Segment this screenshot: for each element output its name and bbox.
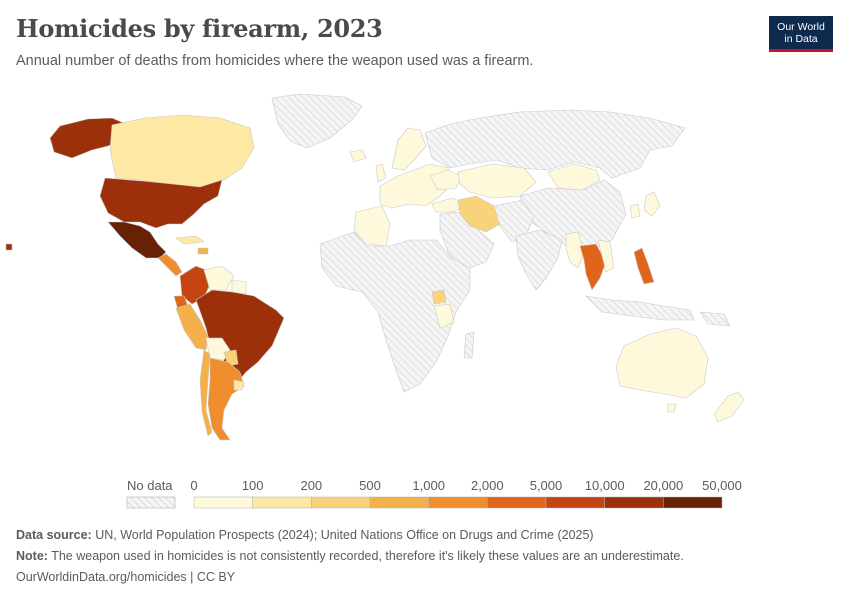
- hawaii[interactable]: [5, 243, 13, 251]
- legend-threshold-label: 5,000: [530, 478, 563, 493]
- kenya[interactable]: [431, 289, 447, 305]
- philippines[interactable]: [633, 247, 655, 285]
- legend-bins: [193, 496, 723, 509]
- mexico[interactable]: [107, 221, 167, 259]
- legend-bin[interactable]: [545, 496, 605, 509]
- uruguay[interactable]: [233, 379, 245, 391]
- indonesia[interactable]: [585, 295, 695, 321]
- brazil[interactable]: [195, 289, 285, 385]
- legend-threshold-label: 1,000: [412, 478, 445, 493]
- myanmar[interactable]: [565, 231, 585, 269]
- source-label: Data source:: [16, 528, 92, 542]
- note-text: The weapon used in homicides is not cons…: [47, 549, 684, 563]
- caribbean[interactable]: [197, 247, 209, 255]
- legend-threshold-label: 2,000: [471, 478, 504, 493]
- greenland[interactable]: [271, 93, 363, 149]
- map-legend: No data 0 100 200 500 1,000 2,000 5,000 10,000 2…: [126, 478, 742, 509]
- note-label: Note:: [16, 549, 48, 563]
- kazakhstan[interactable]: [457, 163, 537, 199]
- legend-bin[interactable]: [369, 496, 429, 509]
- chart-title: Homicides by firearm, 2023: [16, 14, 383, 43]
- united-states[interactable]: [99, 177, 223, 229]
- china[interactable]: [519, 179, 627, 253]
- logo-line-1: Our World: [777, 20, 825, 33]
- footer-note: Note: The weapon used in homicides is no…: [16, 549, 684, 563]
- cuba[interactable]: [175, 235, 205, 245]
- vietnam-laos[interactable]: [597, 239, 615, 273]
- chile[interactable]: [199, 349, 213, 437]
- logo-line-2: in Data: [784, 32, 818, 45]
- argentina[interactable]: [207, 357, 245, 441]
- guianas[interactable]: [231, 279, 247, 295]
- legend-threshold-label: 0: [190, 478, 197, 493]
- legend-no-data-label: No data: [127, 478, 173, 493]
- alaska[interactable]: [49, 117, 127, 159]
- legend-bin[interactable]: [428, 496, 488, 509]
- india[interactable]: [515, 229, 563, 291]
- korea[interactable]: [629, 203, 641, 219]
- mongolia[interactable]: [547, 163, 601, 191]
- legend-threshold-label: 50,000: [702, 478, 742, 493]
- legend-bin[interactable]: [604, 496, 664, 509]
- ukraine[interactable]: [429, 169, 463, 191]
- legend-bin[interactable]: [487, 496, 547, 509]
- new-zealand[interactable]: [713, 391, 745, 423]
- legend-threshold-label: 500: [359, 478, 381, 493]
- venezuela[interactable]: [203, 265, 235, 291]
- legend-threshold-label: 200: [300, 478, 322, 493]
- tanzania[interactable]: [433, 303, 455, 329]
- iran[interactable]: [457, 195, 501, 233]
- legend-threshold-label: 10,000: [585, 478, 625, 493]
- united-kingdom[interactable]: [375, 163, 387, 183]
- tasmania[interactable]: [667, 403, 677, 413]
- canada[interactable]: [109, 114, 255, 188]
- footer-credit[interactable]: OurWorldinData.org/homicides | CC BY: [16, 570, 236, 584]
- world-map: [5, 93, 745, 441]
- madagascar[interactable]: [463, 331, 475, 359]
- japan[interactable]: [643, 191, 661, 217]
- iceland[interactable]: [349, 149, 367, 163]
- legend-threshold-label: 20,000: [643, 478, 683, 493]
- legend-bin[interactable]: [252, 496, 312, 509]
- scandinavia[interactable]: [391, 127, 427, 171]
- central-america[interactable]: [157, 253, 183, 277]
- legend-bin[interactable]: [193, 496, 253, 509]
- papua-new-guinea[interactable]: [699, 311, 731, 327]
- legend-bin[interactable]: [311, 496, 371, 509]
- chart-subtitle: Annual number of deaths from homicides w…: [16, 53, 534, 69]
- legend-labels: 0 100 200 500 1,000 2,000 5,000 10,000 20,000 50,…: [190, 478, 742, 493]
- australia[interactable]: [615, 327, 709, 399]
- russia[interactable]: [424, 109, 686, 179]
- legend-bin[interactable]: [663, 496, 723, 509]
- thailand[interactable]: [579, 243, 607, 291]
- africa[interactable]: [319, 231, 471, 393]
- legend-threshold-label: 100: [242, 478, 264, 493]
- source-text: UN, World Population Prospects (2024); U…: [91, 528, 594, 542]
- legend-no-data-swatch: [126, 496, 176, 509]
- footer-source: Data source: UN, World Population Prospe…: [16, 528, 594, 542]
- owid-logo[interactable]: Our World in Data: [769, 16, 833, 52]
